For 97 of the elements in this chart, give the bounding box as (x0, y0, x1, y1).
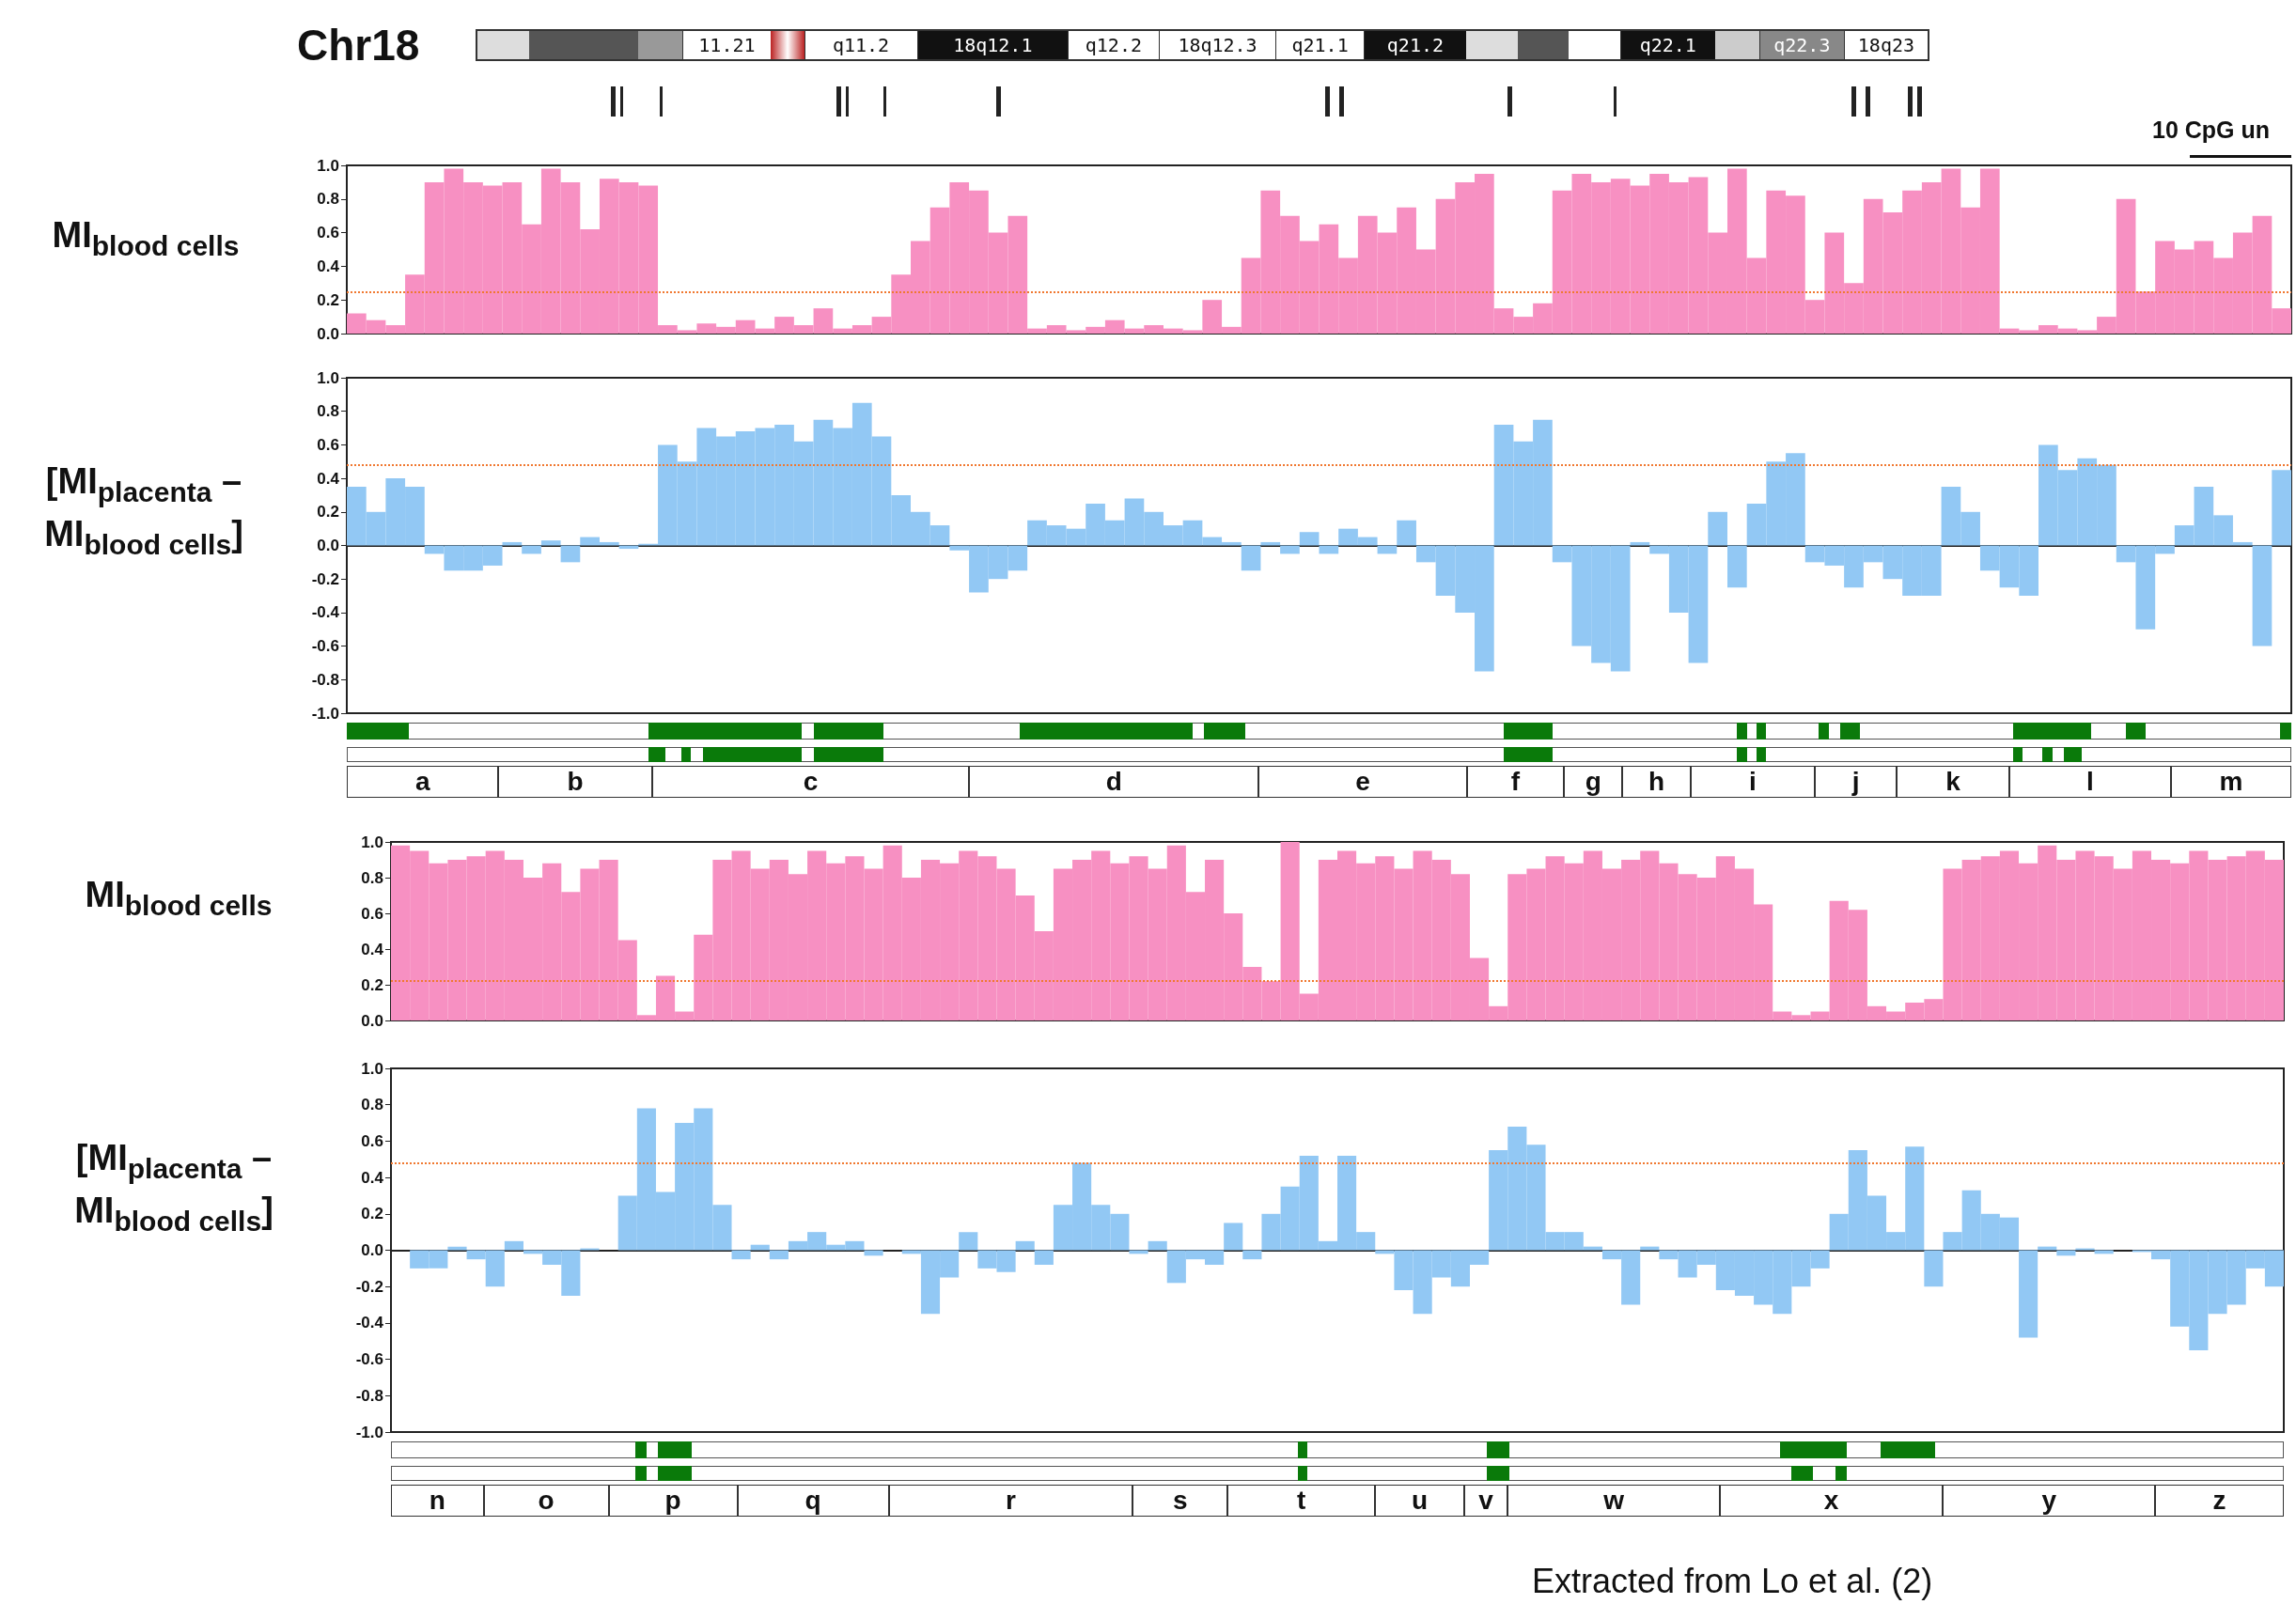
bar (731, 1250, 751, 1260)
text: [MI$_{placenta}$ – MI$_{blood cells}$] (44, 461, 243, 560)
y-tick-label: -0.4 (311, 603, 340, 622)
bar (1260, 541, 1281, 546)
bar (504, 1240, 523, 1251)
text: l (2085, 767, 2094, 797)
y-tick-label: 0.0 (361, 1011, 383, 1030)
text: q (804, 1486, 821, 1516)
bar (447, 1246, 467, 1251)
bar (1280, 545, 1300, 554)
bar (2252, 545, 2273, 646)
bar (1726, 545, 1747, 588)
bar (1015, 1240, 1035, 1251)
y-tick-label: 0.4 (317, 469, 340, 488)
text: 10 CpG un (2152, 117, 2271, 144)
text: k (1945, 767, 1960, 797)
bar (2272, 470, 2291, 546)
bar (1299, 532, 1320, 546)
text: z (2212, 1486, 2226, 1516)
text: b (567, 767, 584, 797)
y-tick-label: 0.0 (317, 537, 339, 554)
text: y (2041, 1486, 2057, 1516)
bar (1148, 1240, 1167, 1251)
y-tick-label: -0.6 (355, 1350, 383, 1369)
text: r (1006, 1486, 1017, 1516)
y-tick-label: 0.6 (361, 904, 383, 923)
y-tick-label: 1.0 (317, 368, 339, 387)
text: Extracted from Lo et al. (2) (1532, 1562, 1933, 1601)
text: i (1748, 767, 1757, 797)
bar (1924, 1250, 1944, 1287)
text: [MI$_{placenta}$ – MI$_{blood cells}$] (74, 1138, 273, 1237)
bar (502, 541, 523, 546)
text: v (1478, 1486, 1493, 1516)
text: m (2219, 767, 2243, 797)
text: e (1355, 767, 1370, 797)
text: d (1105, 767, 1122, 797)
text: t (1297, 1486, 1306, 1516)
bar (1242, 1250, 1262, 1260)
y-tick-label: 0.0 (317, 324, 339, 343)
y-tick-label: 0.6 (317, 224, 339, 242)
y-tick-label: 0.4 (317, 257, 340, 275)
y-tick-label: 1.0 (361, 1059, 383, 1078)
bar (1640, 1246, 1660, 1251)
text: a (414, 767, 430, 797)
text: u (1412, 1486, 1429, 1516)
chromosome-ideogram: 11.21 q11.2 18q12.1 q12.2 18q12.3 q21.1 q21.2 q22.1 q22.3 18q23 (476, 29, 1929, 61)
text: s (1173, 1486, 1188, 1516)
chart-title: Chr18 (297, 21, 420, 70)
text: f (1510, 767, 1521, 797)
y-axis-title: MI$_{blood cells}$ (51, 214, 241, 263)
bar (959, 1232, 978, 1251)
y-tick-label: -0.2 (355, 1277, 383, 1296)
bar (1034, 1250, 1054, 1265)
text: o (538, 1486, 554, 1516)
bar (560, 545, 581, 563)
text: c (803, 767, 819, 797)
y-tick-label: 0.4 (361, 1168, 384, 1187)
y-tick-label: 0.8 (361, 1096, 383, 1114)
text: n (429, 1486, 445, 1516)
y-tick-label: 0.0 (361, 1241, 383, 1259)
y-tick-label: 0.2 (361, 1205, 383, 1223)
bar (1241, 545, 1261, 571)
y-tick-label: 0.2 (317, 503, 339, 522)
y-tick-label: -0.6 (311, 637, 339, 656)
y-tick-label: 1.0 (361, 833, 383, 851)
text: p (664, 1486, 681, 1516)
bar (1630, 541, 1650, 546)
y-tick-label: 0.8 (361, 868, 383, 887)
y-tick-label: -1.0 (355, 1423, 383, 1441)
y-tick-label: 0.2 (361, 975, 383, 994)
text: w (1603, 1486, 1624, 1516)
y-tick-label: -0.4 (355, 1314, 384, 1332)
bar (540, 540, 561, 546)
text: h (1648, 767, 1664, 797)
y-tick-label: 0.4 (361, 940, 384, 958)
bar (750, 1244, 770, 1251)
bar (1708, 511, 1727, 546)
text: j (1851, 767, 1860, 797)
bar (1397, 520, 1416, 546)
bar (2038, 1246, 2057, 1251)
bar (1224, 1222, 1243, 1251)
y-tick-label: 1.0 (317, 156, 339, 175)
bar (2019, 1250, 2038, 1338)
y-tick-label: -0.8 (355, 1386, 383, 1405)
bar (522, 545, 541, 554)
y-tick-label: -1.0 (311, 704, 339, 723)
text: g (1585, 767, 1601, 797)
y-tick-label: 0.8 (317, 402, 339, 421)
y-tick-label: -0.2 (311, 569, 339, 588)
y-tick-label: 0.6 (361, 1131, 383, 1150)
bar (769, 1250, 789, 1260)
y-tick-label: 0.6 (317, 435, 339, 454)
y-tick-label: -0.8 (311, 670, 339, 689)
text: x (1823, 1486, 1839, 1516)
y-axis-title: MI$_{blood cells}$ (84, 874, 273, 923)
y-tick-label: 0.8 (317, 190, 339, 209)
y-tick-label: 0.2 (317, 290, 339, 309)
